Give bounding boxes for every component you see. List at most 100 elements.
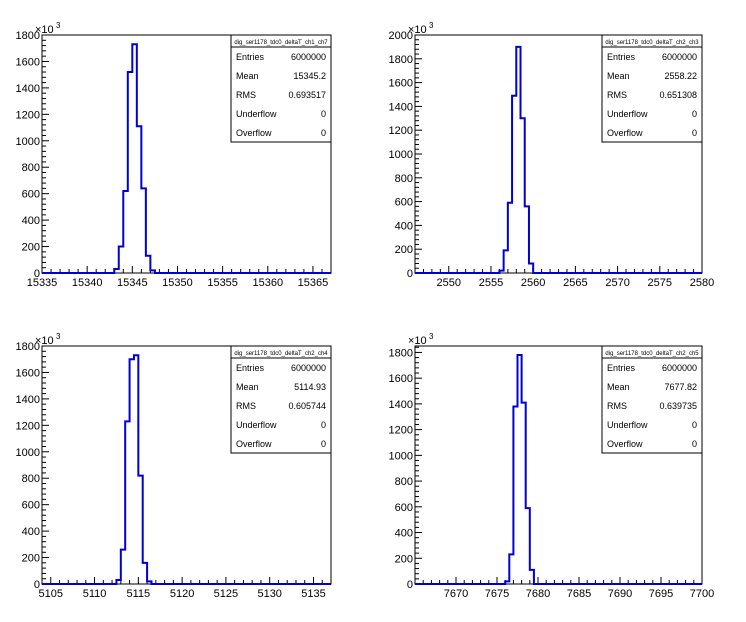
stats-label: RMS [236, 401, 256, 411]
histogram-title: dig_ser1178_tdc0_deltaT_ch2_ch3 [605, 40, 699, 46]
y-tick-label: 600 [395, 502, 413, 514]
stats-label: RMS [607, 401, 627, 411]
stats-value: 7677.82 [664, 382, 697, 392]
stats-label: Underflow [236, 420, 277, 430]
x-tick-label: 7695 [649, 588, 673, 600]
stats-label: Entries [607, 52, 636, 62]
y-tick-label: 1800 [389, 54, 413, 66]
y-multiplier-exponent: 3 [56, 21, 61, 30]
x-tick-label: 2575 [648, 277, 672, 289]
stats-value: 0 [692, 109, 697, 119]
histogram-panel: 2550 2555 2560 2565 2570 2575 2580 0 200 400 600 80… [389, 21, 715, 289]
y-tick-label: 0 [407, 579, 413, 591]
stats-value: 0 [321, 109, 326, 119]
stats-label: Entries [236, 52, 265, 62]
y-tick-label: 1000 [389, 450, 413, 462]
y-tick-label: 200 [22, 553, 40, 565]
stats-label: RMS [236, 90, 256, 100]
stats-label: Underflow [607, 420, 648, 430]
y-tick-label: 0 [34, 268, 40, 280]
y-tick-label: 1800 [389, 347, 413, 359]
x-tick-label: 15360 [252, 277, 283, 289]
x-tick-label: 2555 [479, 277, 503, 289]
stats-value: 0 [321, 128, 326, 138]
stats-value: 0.651308 [659, 90, 697, 100]
stats-box: dig_ser1178_tdc0_deltaT_ch1_ch7 Entries 60… [230, 34, 332, 143]
stats-label: Mean [236, 71, 259, 81]
stats-label: Entries [607, 363, 636, 373]
stats-label: Overflow [236, 439, 272, 449]
stats-label: Underflow [607, 109, 648, 119]
stats-value: 0.693517 [288, 90, 326, 100]
y-tick-label: 600 [395, 197, 413, 209]
y-tick-label: 1400 [16, 394, 40, 406]
histogram-panel: 7670 7675 7680 7685 7690 7695 7700 0 200 400 600 80… [389, 332, 715, 600]
y-multiplier: ×10 [408, 24, 427, 36]
x-tick-label: 5135 [301, 588, 325, 600]
x-tick-label: 2570 [605, 277, 629, 289]
y-tick-label: 1400 [16, 83, 40, 95]
y-tick-label: 1000 [16, 136, 40, 148]
x-tick-label: 5105 [39, 588, 63, 600]
y-tick-label: 1000 [16, 447, 40, 459]
stats-label: Entries [236, 363, 265, 373]
stats-label: Mean [236, 382, 259, 392]
x-tick-label: 2550 [437, 277, 461, 289]
y-tick-label: 2000 [389, 30, 413, 42]
y-tick-label: 1400 [389, 399, 413, 411]
stats-label: Overflow [607, 439, 643, 449]
stats-box-frame [601, 345, 703, 454]
y-tick-label: 600 [22, 500, 40, 512]
x-tick-label: 7685 [567, 588, 591, 600]
y-tick-label: 600 [22, 189, 40, 201]
stats-label: Overflow [607, 128, 643, 138]
stats-value: 0 [321, 420, 326, 430]
y-tick-label: 1600 [16, 367, 40, 379]
stats-value: 0 [692, 128, 697, 138]
y-multiplier-exponent: 3 [429, 21, 434, 30]
x-tick-label: 5110 [83, 588, 107, 600]
y-tick-label: 200 [22, 242, 40, 254]
stats-box-frame [601, 34, 703, 143]
x-tick-label: 7690 [608, 588, 632, 600]
stats-label: Overflow [236, 128, 272, 138]
y-tick-label: 1200 [16, 109, 40, 121]
stats-value: 0.639735 [659, 401, 697, 411]
y-multiplier: ×10 [408, 335, 427, 347]
y-tick-label: 800 [395, 476, 413, 488]
y-multiplier: ×10 [35, 335, 54, 347]
y-multiplier-exponent: 3 [56, 332, 61, 341]
stats-value: 0 [321, 439, 326, 449]
y-tick-label: 1800 [16, 341, 40, 353]
y-tick-label: 1400 [389, 101, 413, 113]
stats-box: dig_ser1178_tdc0_deltaT_ch2_ch3 Entries 60… [601, 34, 703, 143]
histogram-panel: 15335 15340 15345 15350 15355 15360 15365 0 200 4… [16, 21, 332, 289]
stats-box-frame [230, 345, 332, 454]
histogram-panel: 5105 5110 5115 5120 5125 5130 5135 0 200 400 600 80… [16, 332, 332, 600]
stats-box-frame [230, 34, 332, 143]
x-tick-label: 5115 [127, 588, 151, 600]
stats-value: 2558.22 [664, 71, 697, 81]
y-tick-label: 1000 [389, 149, 413, 161]
x-tick-label: 7670 [444, 588, 468, 600]
stats-value: 0.605744 [288, 401, 326, 411]
y-tick-label: 1600 [389, 373, 413, 385]
x-tick-label: 2565 [563, 277, 587, 289]
y-tick-label: 400 [22, 215, 40, 227]
histogram-title: dig_ser1178_tdc0_deltaT_ch2_ch4 [234, 351, 328, 357]
histogram-series [415, 45, 702, 274]
y-multiplier-exponent: 3 [429, 332, 434, 341]
stats-value: 6000000 [662, 52, 697, 62]
histogram-title: dig_ser1178_tdc0_deltaT_ch2_ch5 [605, 351, 699, 357]
y-tick-label: 800 [22, 162, 40, 174]
y-tick-label: 1200 [16, 420, 40, 432]
stats-label: Mean [607, 382, 630, 392]
y-tick-label: 1600 [389, 78, 413, 90]
stats-value: 0 [692, 439, 697, 449]
stats-label: Underflow [236, 109, 277, 119]
x-tick-label: 15345 [117, 277, 148, 289]
y-multiplier: ×10 [35, 24, 54, 36]
y-tick-label: 400 [395, 220, 413, 232]
stats-value: 15345.2 [293, 71, 326, 81]
